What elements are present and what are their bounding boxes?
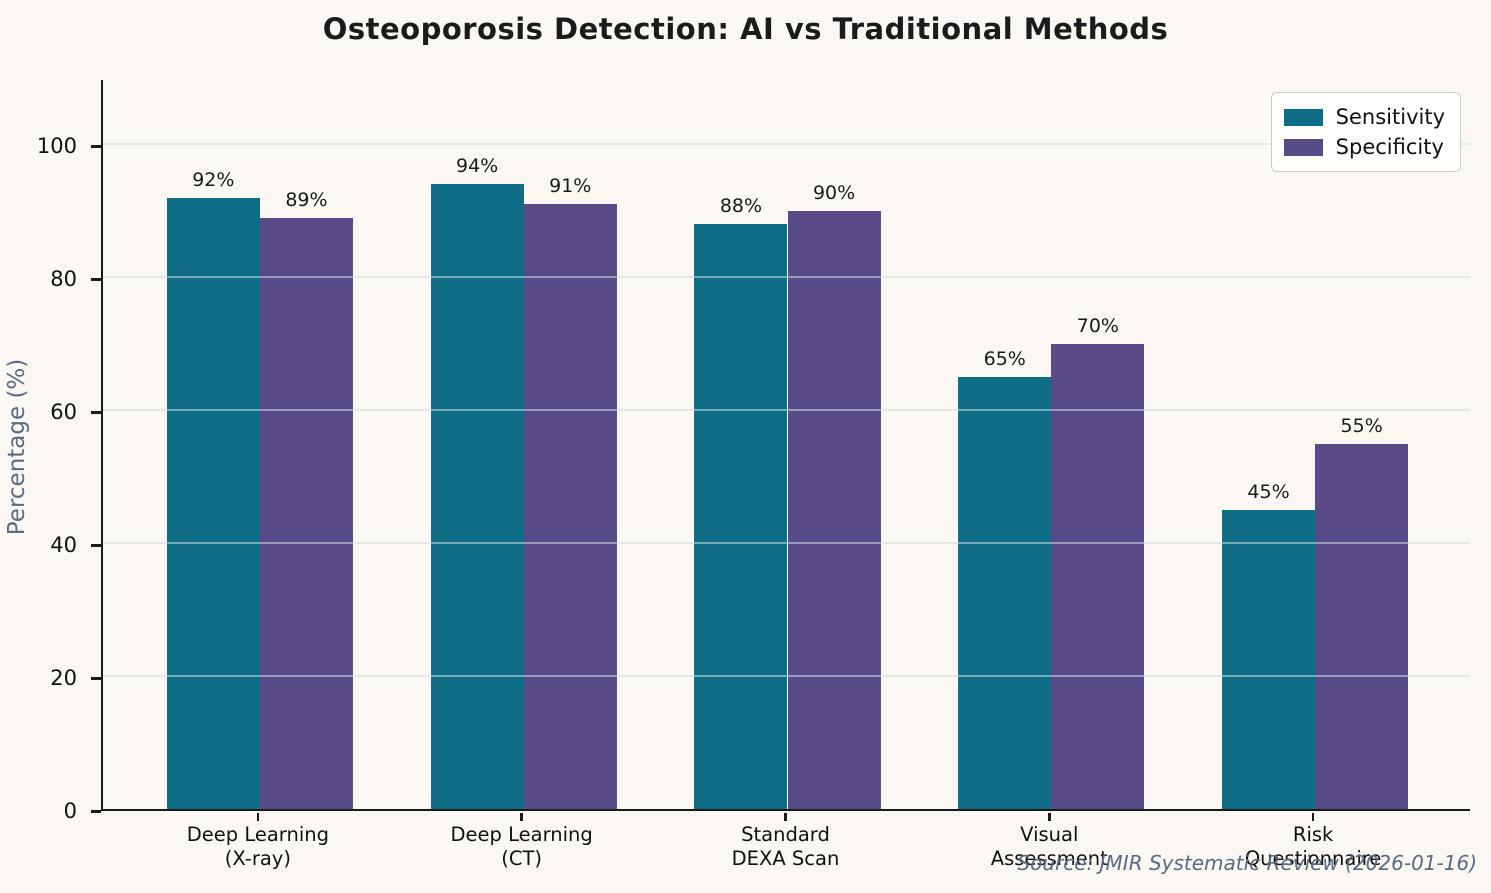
bar-specificity-5 [1315,443,1409,809]
gridline-20 [103,675,1470,678]
bar-value-label: 89% [285,188,328,211]
y-tick-mark [91,810,101,813]
y-tick-mark [91,544,101,547]
legend-item-specificity: Specificity [1283,132,1445,162]
bar-specificity-1 [259,217,353,809]
y-tick-label-60: 60 [50,400,77,425]
legend-label-sensitivity: Sensitivity [1335,105,1445,129]
bar-value-label: 88% [719,195,763,218]
y-tick-label-20: 20 [50,666,77,691]
y-tick-mark [91,677,101,680]
bar-specificity-2 [523,204,617,809]
x-tick-label-2: Deep Learning (CT) [450,823,593,870]
x-tick-label-3: Standard DEXA Scan [731,823,840,870]
gridline-40 [103,542,1470,545]
bar-value-label: 55% [1340,414,1383,437]
x-tick-mark [520,813,523,821]
bar-sensitivity-5 [1221,509,1316,809]
x-tick-label-5: Risk Questionnaire [1244,823,1382,870]
x-tick-mark [1048,813,1051,821]
legend: Sensitivity Specificity [1270,92,1461,172]
y-tick-mark [91,411,101,414]
x-tick-label-1: Deep Learning (X-ray) [186,823,329,870]
legend-label-specificity: Specificity [1335,135,1444,159]
source-note: Source: JMIR Systematic Review (2026-01-… [1017,851,1477,875]
y-tick-label-0: 0 [63,799,77,823]
bar-value-label: 91% [549,175,592,198]
y-tick-label-40: 40 [50,533,77,558]
bar-sensitivity-3 [694,224,788,809]
x-tick-mark [784,813,787,821]
bar-sensitivity-2 [430,184,524,809]
x-tick-label-4: Visual Assessment [990,823,1108,870]
x-axis: Deep Learning (X-ray) Deep Learning (CT) Sta… [101,811,1470,893]
gridline-80 [103,276,1470,279]
bar-sensitivity-4 [958,377,1052,809]
x-tick-mark [256,813,260,821]
specificity-color-swatch [1283,138,1323,156]
bar-value-label: 92% [192,168,235,191]
bar-sensitivity-1 [166,197,260,809]
sensitivity-color-swatch [1283,108,1323,126]
bar-value-label: 70% [1076,314,1119,337]
y-tick-mark [91,278,101,281]
plot-area: 92% 89% 94% 91% 88% 90% 65% 70% 45% 55% [101,80,1470,811]
bar-specificity-3 [787,210,881,809]
legend-item-sensitivity: Sensitivity [1283,102,1445,132]
bar-specificity-4 [1051,343,1145,809]
x-tick-mark [1311,813,1315,821]
bar-value-label: 65% [983,348,1026,371]
gridline-100 [103,143,1470,146]
y-tick-label-80: 80 [50,267,77,292]
chart-title: Osteoporosis Detection: AI vs Traditiona… [322,12,1169,46]
y-tick-label-100: 100 [36,134,77,159]
y-axis: 0 20 40 60 80 100 [0,80,101,822]
y-tick-mark [91,145,101,148]
bar-value-label: 90% [812,181,856,204]
gridline-60 [103,409,1470,412]
bar-value-label: 45% [1247,480,1290,503]
bar-value-label: 94% [456,155,499,178]
